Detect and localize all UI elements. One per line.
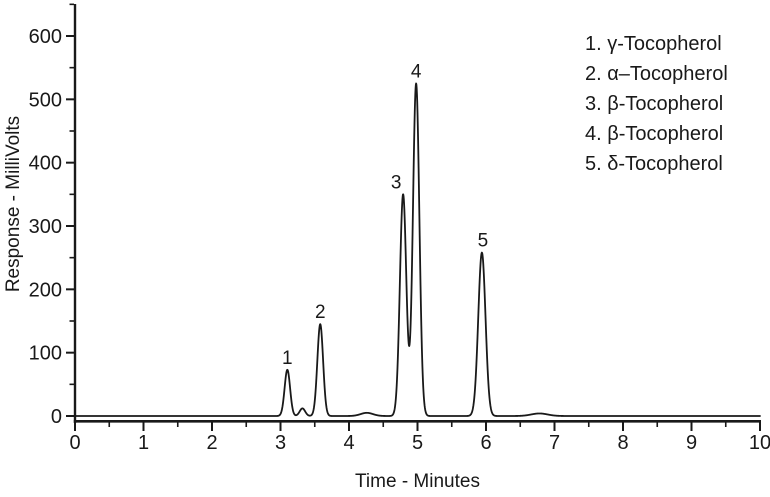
x-tick-label: 7 (549, 432, 560, 454)
x-tick-label: 6 (480, 432, 491, 454)
legend-item: 1. γ-Tocopherol (585, 33, 722, 55)
peak-label: 2 (315, 302, 326, 323)
x-tick-label: 10 (749, 432, 770, 454)
y-tick-label: 0 (51, 406, 62, 428)
x-tick-label: 9 (686, 432, 697, 454)
legend-item: 3. β-Tocopherol (585, 93, 724, 115)
y-tick-label: 600 (29, 26, 62, 48)
y-axis-title: Response - MilliVolts (3, 115, 24, 293)
legend-item: 5. δ-Tocopherol (585, 153, 723, 175)
x-tick-label: 3 (275, 432, 286, 454)
x-axis-title: Time - Minutes (355, 471, 480, 492)
y-tick-label: 400 (29, 153, 62, 175)
y-tick-label: 300 (29, 216, 62, 238)
peak-label: 4 (411, 62, 422, 83)
y-tick-label: 500 (29, 89, 62, 111)
legend-item: 2. α–Tocopherol (585, 63, 728, 85)
chromatogram-trace (74, 82, 761, 417)
x-tick-label: 4 (343, 432, 354, 454)
peak-legend: 1. γ-Tocopherol 2. α–Tocopherol 3. β-Toc… (585, 29, 728, 179)
peak-label: 1 (282, 348, 293, 369)
x-tick-label: 2 (206, 432, 217, 454)
x-tick-label: 8 (617, 432, 628, 454)
peak-label: 5 (478, 231, 489, 252)
x-tick-label: 5 (412, 432, 423, 454)
peak-label: 3 (391, 172, 402, 193)
x-tick-label: 1 (138, 432, 149, 454)
y-tick-label: 100 (29, 343, 62, 365)
y-tick-label: 200 (29, 279, 62, 301)
legend-item: 4. β-Tocopherol (585, 123, 724, 145)
x-tick-label: 0 (69, 432, 80, 454)
